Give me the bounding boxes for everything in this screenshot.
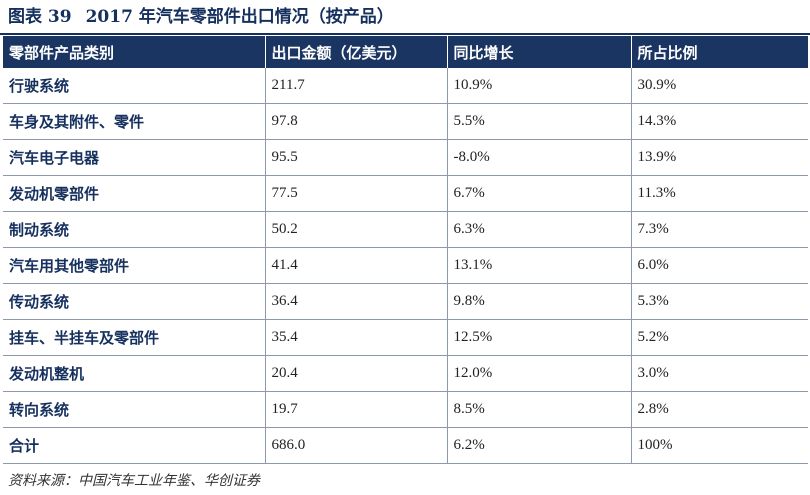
table-row: 行驶系统 211.7 10.9% 30.9% xyxy=(3,68,808,104)
table-row: 汽车电子电器 95.5 -8.0% 13.9% xyxy=(3,139,808,176)
cell-category: 挂车、半挂车及零部件 xyxy=(3,319,266,356)
table-total-row: 合计 686.0 6.2% 100% xyxy=(3,427,808,464)
cell-growth: 6.2% xyxy=(447,427,632,464)
cell-growth: 10.9% xyxy=(447,68,632,104)
cell-growth: 12.0% xyxy=(447,355,632,392)
cell-share: 5.2% xyxy=(631,319,808,356)
cell-amount: 97.8 xyxy=(265,103,448,140)
cell-category: 发动机整机 xyxy=(3,355,266,392)
table-row: 挂车、半挂车及零部件 35.4 12.5% 5.2% xyxy=(3,319,808,356)
cell-category: 行驶系统 xyxy=(3,68,266,104)
table-row: 制动系统 50.2 6.3% 7.3% xyxy=(3,211,808,248)
cell-growth: 12.5% xyxy=(447,319,632,356)
cell-share: 13.9% xyxy=(631,139,808,176)
header-growth: 同比增长 xyxy=(447,36,632,68)
cell-category: 传动系统 xyxy=(3,283,266,320)
table-row: 传动系统 36.4 9.8% 5.3% xyxy=(3,283,808,320)
export-table: 零部件产品类别 出口金额（亿美元） 同比增长 所占比例 行驶系统 211.7 1… xyxy=(3,36,808,464)
cell-category: 制动系统 xyxy=(3,211,266,248)
cell-amount: 77.5 xyxy=(265,175,448,212)
cell-category: 汽车电子电器 xyxy=(3,139,266,176)
cell-share: 11.3% xyxy=(631,175,808,212)
cell-share: 2.8% xyxy=(631,391,808,428)
cell-growth: 8.5% xyxy=(447,391,632,428)
header-amount: 出口金额（亿美元） xyxy=(265,36,448,68)
cell-share: 14.3% xyxy=(631,103,808,140)
table-row: 转向系统 19.7 8.5% 2.8% xyxy=(3,391,808,428)
figure-label: 图表 39 xyxy=(8,7,72,27)
cell-category: 车身及其附件、零件 xyxy=(3,103,266,140)
cell-growth: -8.0% xyxy=(447,139,632,176)
cell-share: 6.0% xyxy=(631,247,808,284)
figure-caption: 2017 年汽车零部件出口情况（按产品） xyxy=(85,7,394,27)
cell-amount: 36.4 xyxy=(265,283,448,320)
table-row: 发动机整机 20.4 12.0% 3.0% xyxy=(3,355,808,392)
cell-growth: 6.3% xyxy=(447,211,632,248)
cell-category: 合计 xyxy=(3,427,266,464)
cell-amount: 686.0 xyxy=(265,427,448,464)
cell-growth: 5.5% xyxy=(447,103,632,140)
cell-amount: 95.5 xyxy=(265,139,448,176)
cell-amount: 50.2 xyxy=(265,211,448,248)
header-category: 零部件产品类别 xyxy=(3,36,266,68)
cell-amount: 35.4 xyxy=(265,319,448,356)
table-row: 汽车用其他零部件 41.4 13.1% 6.0% xyxy=(3,247,808,284)
source-note: 资料来源：中国汽车工业年鉴、华创证券 xyxy=(8,473,260,489)
cell-growth: 9.8% xyxy=(447,283,632,320)
cell-category: 转向系统 xyxy=(3,391,266,428)
cell-amount: 41.4 xyxy=(265,247,448,284)
cell-growth: 6.7% xyxy=(447,175,632,212)
cell-category: 汽车用其他零部件 xyxy=(3,247,266,284)
cell-share: 7.3% xyxy=(631,211,808,248)
figure-title: 图表 39 2017 年汽车零部件出口情况（按产品） xyxy=(8,5,394,29)
header-share: 所占比例 xyxy=(631,36,808,68)
cell-amount: 20.4 xyxy=(265,355,448,392)
cell-amount: 211.7 xyxy=(265,68,448,104)
title-divider xyxy=(0,33,810,35)
cell-share: 100% xyxy=(631,427,808,464)
cell-share: 30.9% xyxy=(631,68,808,104)
table-header-row: 零部件产品类别 出口金额（亿美元） 同比增长 所占比例 xyxy=(3,36,808,68)
table-row: 车身及其附件、零件 97.8 5.5% 14.3% xyxy=(3,103,808,140)
cell-category: 发动机零部件 xyxy=(3,175,266,212)
table-row: 发动机零部件 77.5 6.7% 11.3% xyxy=(3,175,808,212)
cell-growth: 13.1% xyxy=(447,247,632,284)
cell-share: 5.3% xyxy=(631,283,808,320)
cell-amount: 19.7 xyxy=(265,391,448,428)
cell-share: 3.0% xyxy=(631,355,808,392)
